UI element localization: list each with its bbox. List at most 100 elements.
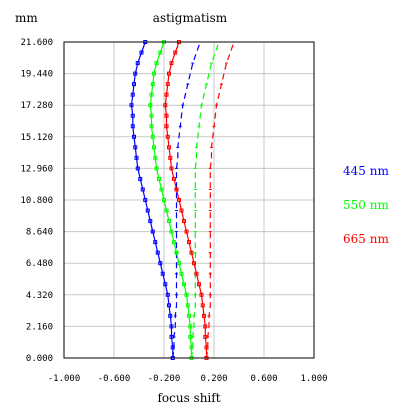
series-550-nm-tangential-point [172, 240, 176, 245]
series-445-nm-tangential-point [130, 113, 135, 118]
y-tick-label: 21.600 [20, 38, 53, 48]
series-550-nm-tangential-point [153, 155, 158, 160]
series-445-nm-tangential-point [130, 124, 135, 129]
series-665-nm-tangential-point [173, 50, 178, 55]
series-550-nm-tangential-point [167, 219, 171, 224]
series-665-nm-tangential-point [202, 313, 206, 318]
series-665-nm-tangential-point [189, 250, 194, 255]
series-665-nm-tangential-point [174, 187, 179, 192]
series-665-nm-tangential-point [163, 103, 168, 108]
y-tick-label: 8.640 [26, 228, 53, 238]
legend: 445 nm 550 nm 665 nm [343, 164, 389, 246]
series-550-nm-tangential-point [157, 176, 161, 181]
series-445-nm-tangential-point [135, 61, 140, 66]
x-tick-label: 1.000 [300, 374, 327, 384]
series-550-nm-tangential-point [185, 303, 190, 308]
series-550-nm-tangential-point [154, 61, 159, 66]
series-550-nm-tangential-point [149, 92, 154, 97]
series-665-nm-tangential-point [200, 303, 205, 308]
x-tick-label: 0.200 [200, 374, 227, 384]
series-550-nm-tangential-point [174, 250, 179, 255]
series-550-nm-tangential-point [184, 292, 189, 297]
series-445-nm-tangential-point [129, 103, 134, 108]
series-550-nm-tangential-point [148, 103, 153, 108]
series-445-nm-tangential-point [158, 261, 163, 266]
series-445-nm-sagittal-line [172, 41, 201, 359]
series-445-nm-tangential-point [145, 208, 150, 213]
x-tick-label: -1.000 [48, 374, 81, 384]
series-665-nm-tangential-point [164, 92, 169, 97]
series-665-nm-tangential-point [167, 145, 171, 150]
series-665-nm-tangential-point [164, 124, 169, 129]
series-445-nm-tangential-point [138, 176, 143, 181]
series-445-nm-tangential-point [169, 324, 174, 329]
series-445-nm-tangential-point [155, 250, 160, 255]
series-665-nm-tangential-point [165, 82, 170, 87]
y-tick-label: 4.320 [26, 291, 53, 301]
series-665-nm-tangential-point [168, 155, 173, 160]
series-445-nm-tangential-point [148, 219, 153, 224]
series-665-nm-tangential-point [172, 176, 176, 181]
y-axis-title: mm [15, 11, 38, 25]
series-445-nm-tangential-point [160, 271, 165, 276]
series-665-nm-tangential-point [199, 292, 204, 297]
y-tick-label: 10.800 [20, 196, 53, 206]
series-665-nm-tangential-point [169, 61, 174, 66]
series-665-nm-tangential-point [167, 71, 171, 76]
series-665-nm-tangential-point [179, 208, 184, 213]
series-445-nm-tangential-point [135, 166, 140, 171]
series-665-nm-tangential-point [187, 240, 191, 245]
series-665-nm-tangential-point [197, 282, 201, 287]
series-445-nm-tangential-point [132, 134, 136, 139]
series-550-nm-tangential-point [182, 282, 186, 287]
series-445-nm-tangential-point [133, 145, 138, 150]
y-tick-label: 15.120 [20, 133, 53, 143]
chart-title: astigmatism [153, 11, 228, 25]
series-445-nm-tangential-point [132, 82, 136, 87]
series-665-nm-tangential-point [192, 261, 196, 266]
series-group [129, 40, 236, 360]
series-445-nm-tangential-point [143, 198, 148, 202]
series-550-nm-tangential-point [150, 134, 155, 139]
series-550-nm-tangential-point [179, 271, 184, 276]
series-445-nm-tangential-point [153, 240, 158, 245]
series-445-nm-tangential-point [150, 229, 155, 234]
series-665-nm-tangential-point [164, 113, 169, 118]
series-550-nm-tangential-point [164, 208, 169, 213]
plot-frame [63, 41, 315, 359]
series-550-nm-tangential-point [169, 229, 174, 234]
y-tick-label: 0.000 [26, 354, 53, 364]
series-550-nm-tangential-point [159, 187, 164, 192]
x-tick-labels: -1.000 -0.600 -0.200 0.200 0.600 1.000 [48, 374, 328, 384]
series-665-nm-tangential-point [184, 229, 189, 234]
y-tick-label: 17.280 [20, 101, 53, 111]
series-550-nm-tangential-point [152, 71, 156, 76]
series-445-nm-tangential-line [130, 41, 174, 358]
x-tick-label: -0.200 [148, 374, 181, 384]
series-445-nm-tangential-point [168, 313, 173, 318]
series-550-nm-tangential-point [158, 50, 163, 55]
series-445-nm-tangential-point [133, 71, 138, 76]
legend-item-445-nm: 445 nm [343, 164, 389, 178]
series-550-nm-tangential-point [150, 82, 155, 87]
series-445-nm-tangential-point [140, 187, 145, 192]
y-tick-labels: 0.000 2.160 4.320 6.480 8.640 10.800 12.960 15.… [20, 38, 53, 364]
y-tick-label: 12.960 [20, 164, 53, 174]
series-445-nm-tangential-point [167, 303, 171, 308]
series-665-nm-tangential-point [177, 198, 181, 202]
series-550-nm-tangential-point [177, 261, 181, 266]
series-550-nm-tangential-point [149, 113, 154, 118]
legend-item-665-nm: 665 nm [343, 232, 389, 246]
series-445-nm-tangential-point [130, 92, 135, 97]
series-445-nm-tangential-point [139, 50, 144, 55]
series-550-nm-tangential-point [187, 313, 191, 318]
series-550-nm-tangential-point [154, 166, 159, 171]
series-445-nm-tangential-point [134, 155, 139, 160]
y-tick-label: 19.440 [20, 70, 53, 80]
y-tick-label: 2.160 [26, 322, 53, 332]
series-550-nm-tangential-point [188, 324, 193, 329]
x-tick-label: -0.600 [98, 374, 131, 384]
series-665-nm-tangential-point [203, 324, 208, 329]
series-550-nm-tangential-point [162, 198, 166, 202]
